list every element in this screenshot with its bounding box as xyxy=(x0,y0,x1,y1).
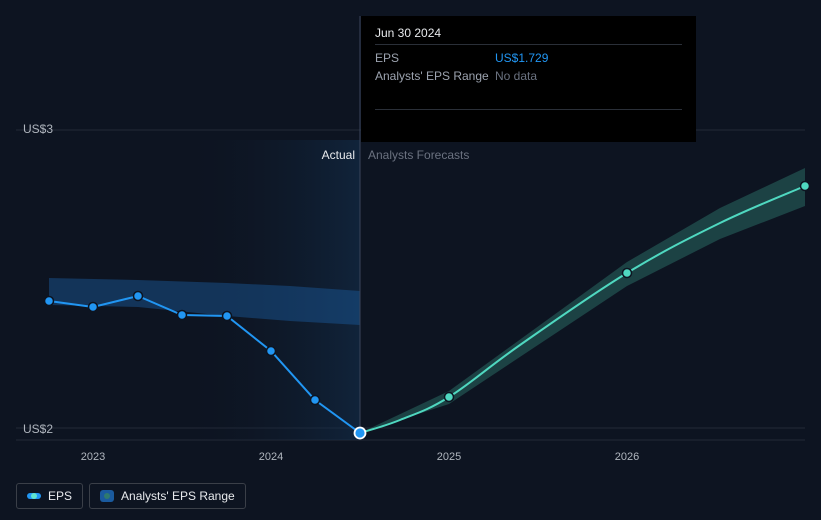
legend-swatch-icon xyxy=(100,490,114,502)
tooltip-key: EPS xyxy=(375,49,495,67)
legend-item-eps[interactable]: EPS xyxy=(16,483,83,509)
chart-container: US$3 US$2 2023 2024 2025 2026 Actual Ana… xyxy=(0,0,821,520)
tooltip-value: US$1.729 xyxy=(495,49,548,67)
legend-item-range[interactable]: Analysts' EPS Range xyxy=(89,483,246,509)
tooltip-row: Analysts' EPS Range No data xyxy=(375,67,682,85)
x-axis-label: 2025 xyxy=(437,451,461,463)
tooltip-date: Jun 30 2024 xyxy=(375,26,682,40)
y-axis-label: US$3 xyxy=(23,122,53,136)
legend-swatch-icon xyxy=(27,493,41,499)
legend-label: Analysts' EPS Range xyxy=(121,489,235,503)
x-axis-label: 2026 xyxy=(615,451,639,463)
x-axis-label: 2023 xyxy=(81,451,105,463)
tooltip-value: No data xyxy=(495,67,537,85)
x-axis-label: 2024 xyxy=(259,451,283,463)
y-axis-label: US$2 xyxy=(23,422,53,436)
chart-tooltip: Jun 30 2024 EPS US$1.729 Analysts' EPS R… xyxy=(361,16,696,142)
legend-label: EPS xyxy=(48,489,72,503)
tooltip-row: EPS US$1.729 xyxy=(375,49,682,67)
tooltip-key: Analysts' EPS Range xyxy=(375,67,495,85)
legend: EPS Analysts' EPS Range xyxy=(16,483,246,509)
section-label-forecast: Analysts Forecasts xyxy=(368,148,469,162)
section-label-actual: Actual xyxy=(322,148,355,162)
